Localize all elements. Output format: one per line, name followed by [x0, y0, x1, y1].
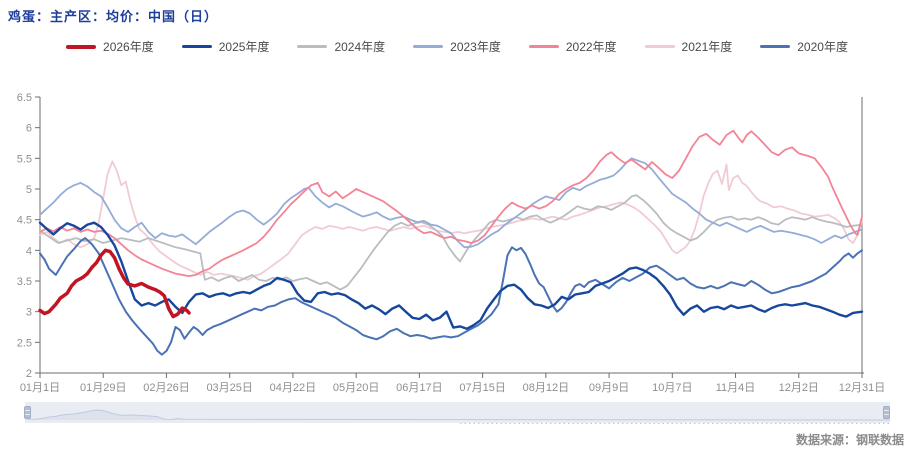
svg-text:2: 2	[26, 368, 32, 380]
svg-text:08月12日: 08月12日	[523, 382, 569, 394]
svg-text:5.5: 5.5	[17, 153, 32, 165]
svg-text:6: 6	[26, 123, 32, 135]
line-swatch-icon	[181, 45, 212, 48]
legend-item-2023[interactable]: 2023年度	[413, 38, 501, 55]
legend-item-2024[interactable]: 2024年度	[297, 38, 385, 55]
navigator-track[interactable]	[25, 402, 890, 423]
svg-text:02月26日: 02月26日	[143, 382, 189, 394]
svg-text:11月4日: 11月4日	[716, 382, 756, 394]
line-swatch-icon	[528, 45, 559, 48]
line-swatch-icon	[66, 44, 97, 49]
svg-text:3: 3	[26, 307, 32, 319]
svg-text:12月31日: 12月31日	[839, 382, 885, 394]
svg-text:10月7日: 10月7日	[652, 382, 692, 394]
legend-item-2021[interactable]: 2021年度	[644, 38, 733, 55]
legend-item-2020[interactable]: 2020年度	[760, 38, 848, 55]
legend-label: 2025年度	[218, 40, 270, 54]
legend-label: 2021年度	[681, 40, 733, 54]
svg-text:5: 5	[26, 184, 32, 196]
data-source-note: 数据来源：钢联数据	[795, 433, 904, 447]
svg-text:01月29日: 01月29日	[80, 382, 126, 394]
legend-item-2025[interactable]: 2025年度	[181, 38, 270, 55]
line-swatch-icon	[297, 45, 328, 48]
svg-text:4.5: 4.5	[17, 215, 32, 227]
chart-title: 鸡蛋：主产区：均价：中国（日）	[8, 9, 219, 24]
line-swatch-icon	[760, 45, 791, 48]
legend-item-2026[interactable]: 2026年度	[66, 38, 154, 55]
svg-text:6.5: 6.5	[17, 92, 32, 104]
line-swatch-icon	[413, 45, 444, 48]
legend-label: 2026年度	[103, 40, 154, 54]
legend-label: 2020年度	[797, 40, 848, 54]
legend-label: 2023年度	[450, 40, 501, 54]
navigator-handle-right[interactable]	[883, 406, 890, 419]
svg-text:06月17日: 06月17日	[396, 382, 442, 394]
svg-text:12月2日: 12月2日	[779, 382, 819, 394]
legend-label: 2024年度	[334, 40, 386, 54]
navigator-handle-left[interactable]	[24, 406, 31, 419]
svg-text:05月20日: 05月20日	[333, 382, 379, 394]
svg-text:2.5: 2.5	[17, 337, 32, 349]
legend-item-2022[interactable]: 2022年度	[528, 38, 617, 55]
legend: 2026年度 2025年度 2024年度 2023年度 2022年度 2021年…	[0, 38, 914, 55]
svg-text:03月25日: 03月25日	[206, 382, 252, 394]
svg-text:3.5: 3.5	[17, 276, 32, 288]
legend-label: 2022年度	[565, 40, 617, 54]
svg-text:4: 4	[26, 245, 32, 257]
line-swatch-icon	[644, 45, 675, 48]
svg-text:04月22日: 04月22日	[270, 382, 316, 394]
svg-text:07月15日: 07月15日	[459, 382, 505, 394]
svg-text:09月9日: 09月9日	[589, 382, 629, 394]
svg-text:01月1日: 01月1日	[20, 382, 60, 394]
